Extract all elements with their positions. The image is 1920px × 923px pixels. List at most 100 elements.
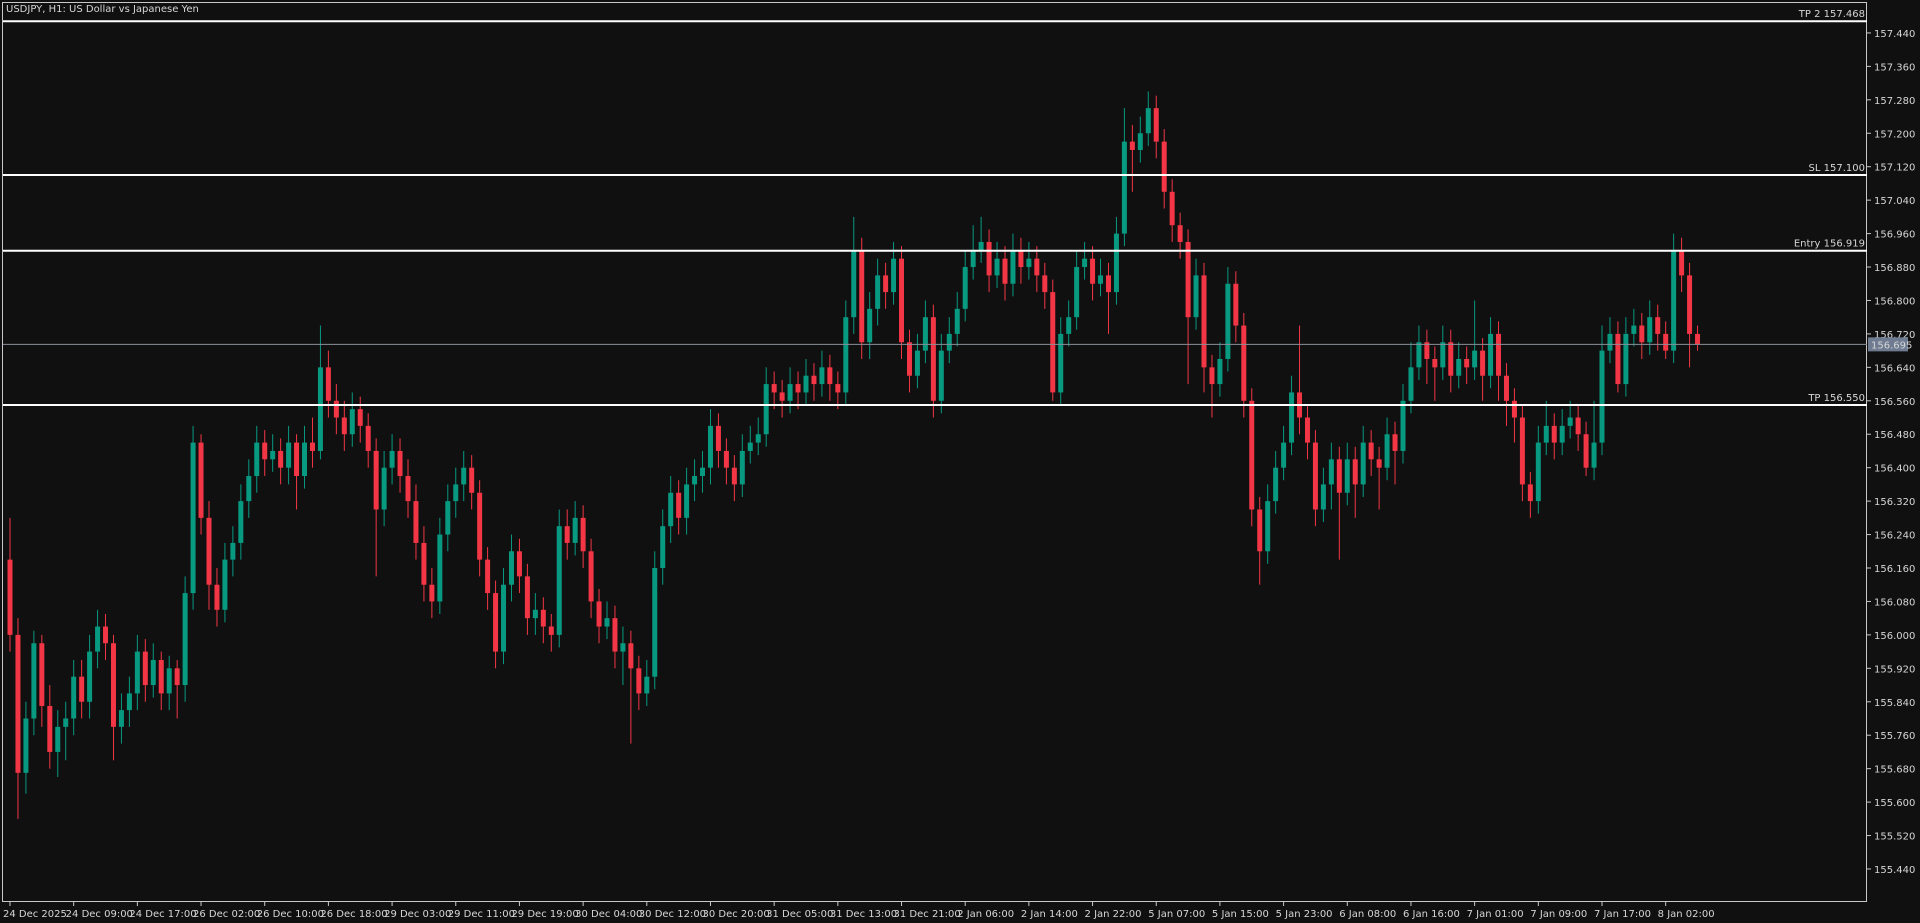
candle-body xyxy=(1034,258,1040,276)
y-tick-label: 156.320 xyxy=(1874,497,1915,508)
y-tick-label: 156.240 xyxy=(1874,531,1915,542)
candle-body xyxy=(198,442,204,518)
candle-body xyxy=(110,643,116,727)
x-tick-label: 6 Jan 08:00 xyxy=(1339,909,1396,920)
candle-body xyxy=(1392,434,1398,451)
candle-body xyxy=(1503,375,1509,401)
candle-body xyxy=(596,601,602,627)
candle-body xyxy=(477,492,483,560)
candle-body xyxy=(1304,417,1310,443)
candle-body xyxy=(1448,342,1454,376)
candle-body xyxy=(922,317,928,351)
candle-body xyxy=(1615,333,1621,385)
candle-body xyxy=(1639,325,1645,343)
x-tick-label: 31 Dec 13:00 xyxy=(830,909,897,920)
candle-body xyxy=(158,659,164,694)
candle-body xyxy=(763,384,769,435)
candle-body xyxy=(930,317,936,401)
y-tick-label: 155.440 xyxy=(1874,865,1915,876)
candle-body xyxy=(580,517,586,552)
candle-body xyxy=(795,384,801,393)
candle-body xyxy=(1153,108,1159,142)
candle-body xyxy=(1384,434,1390,468)
candle-body xyxy=(413,501,419,543)
x-tick-label: 30 Dec 04:00 xyxy=(575,909,642,920)
candle-body xyxy=(835,384,841,393)
candle-body xyxy=(994,258,1000,276)
candle-body xyxy=(1289,392,1295,443)
y-tick-label: 156.160 xyxy=(1874,564,1915,575)
candle-body xyxy=(1567,417,1573,426)
candle-body xyxy=(1074,267,1080,318)
candle-body xyxy=(652,568,658,677)
candle-body xyxy=(962,267,968,309)
candle-body xyxy=(469,467,475,493)
candle-body xyxy=(1336,459,1342,493)
candle-body xyxy=(819,367,825,385)
candle-body xyxy=(190,442,196,594)
candle-body xyxy=(548,626,554,635)
candle-body xyxy=(445,501,451,535)
candle-body xyxy=(262,442,268,460)
candle-body xyxy=(302,442,308,477)
candle-body xyxy=(827,367,833,385)
candle-body xyxy=(771,384,777,393)
candle-body xyxy=(707,425,713,468)
candle-body xyxy=(222,559,228,610)
y-tick-label: 157.200 xyxy=(1874,129,1915,140)
x-tick-label: 5 Jan 07:00 xyxy=(1148,909,1205,920)
x-tick-label: 31 Dec 21:00 xyxy=(894,909,961,920)
candle-body xyxy=(1599,350,1605,443)
candle-body xyxy=(421,542,427,585)
candle-body xyxy=(437,534,443,602)
candle-body xyxy=(333,400,339,418)
y-tick-label: 155.520 xyxy=(1874,832,1915,843)
candle-body xyxy=(23,718,29,773)
candle-body xyxy=(1376,459,1382,468)
candle-body xyxy=(978,241,984,251)
candle-body xyxy=(1193,275,1199,318)
x-tick-label: 2 Jan 22:00 xyxy=(1085,909,1142,920)
candle-body xyxy=(1464,358,1470,368)
candle-body xyxy=(676,492,682,518)
candle-body xyxy=(55,726,61,752)
x-tick-label: 26 Dec 18:00 xyxy=(320,909,387,920)
candle-body xyxy=(946,333,952,351)
current-price-label: 156.695 xyxy=(1871,340,1912,351)
candle-body xyxy=(1090,258,1096,284)
candle-body xyxy=(1018,250,1024,268)
candle-body xyxy=(389,450,395,468)
candle-body xyxy=(1026,258,1032,268)
candle-body xyxy=(859,250,865,343)
x-tick-label: 24 Dec 2025 xyxy=(3,909,67,920)
candle-body xyxy=(532,609,538,619)
candle-body xyxy=(341,417,347,435)
candle-body xyxy=(453,484,459,502)
candle-body xyxy=(1535,442,1541,502)
candle-body xyxy=(715,425,721,451)
y-tick-label: 156.000 xyxy=(1874,631,1915,642)
candle-body xyxy=(1511,400,1517,418)
y-tick-label: 157.120 xyxy=(1874,163,1915,174)
candle-body xyxy=(182,593,188,686)
y-tick-label: 156.800 xyxy=(1874,296,1915,307)
candle-body xyxy=(1551,425,1557,443)
candle-body xyxy=(381,467,387,510)
candle-body xyxy=(588,551,594,602)
candle-body xyxy=(1583,434,1589,468)
candle-body xyxy=(540,609,546,627)
candle-body xyxy=(1671,250,1677,351)
chart-title: USDJPY, H1: US Dollar vs Japanese Yen xyxy=(6,4,199,15)
y-tick-label: 156.560 xyxy=(1874,397,1915,408)
candle-body xyxy=(1400,400,1406,451)
x-tick-label: 30 Dec 12:00 xyxy=(639,909,706,920)
candle-body xyxy=(214,584,220,610)
candle-body xyxy=(906,342,912,376)
candle-body xyxy=(1655,317,1661,334)
candle-body xyxy=(365,425,371,451)
candle-body xyxy=(405,476,411,502)
candle-body xyxy=(508,551,514,585)
candle-body xyxy=(524,576,530,619)
candle-body xyxy=(126,693,132,711)
candle-body xyxy=(63,718,69,727)
